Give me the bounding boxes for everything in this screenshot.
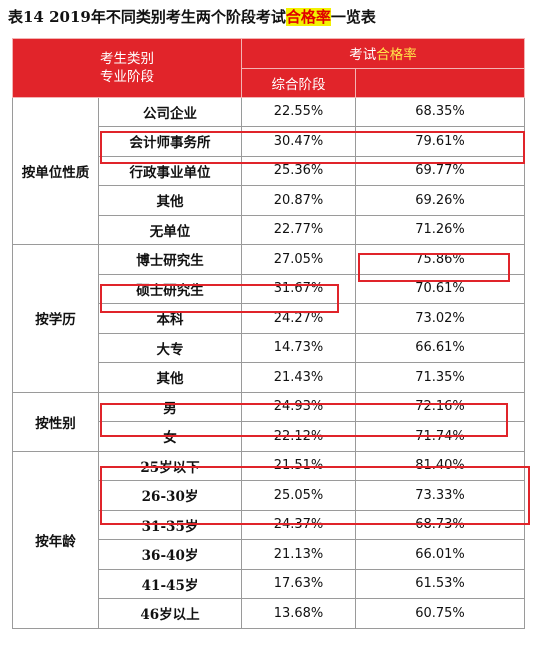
- comprehensive-rate: 14.73%: [241, 332, 356, 363]
- row-name: 行政事业单位: [98, 155, 242, 186]
- professional-rate: 66.01%: [355, 539, 525, 570]
- title-suffix: 一览表: [330, 8, 376, 26]
- group-category: 按单位性质: [12, 96, 99, 245]
- header-exam-highlight: 合格率: [376, 47, 417, 64]
- table-row: 行政事业单位 25.36% 69.77%: [13, 155, 525, 186]
- row-name: 46岁以上: [98, 598, 242, 629]
- professional-rate: 60.75%: [355, 598, 525, 629]
- table-row: 其他 20.87% 69.26%: [13, 185, 525, 216]
- professional-rate: 66.61%: [355, 332, 525, 363]
- comprehensive-rate: 22.55%: [241, 96, 356, 127]
- professional-rate: 61.53%: [355, 568, 525, 599]
- row-name: 博士研究生: [98, 244, 242, 275]
- comprehensive-rate: 22.77%: [241, 214, 356, 245]
- title-highlight: 合格率: [285, 8, 331, 26]
- table-row: 46岁以上 13.68% 60.75%: [13, 598, 525, 629]
- header-exam-prefix: 考试: [349, 47, 377, 64]
- group-category: 按学历: [12, 244, 99, 393]
- header-category-cell: 考生类别 专业阶段: [12, 38, 242, 98]
- group-category: 按年龄: [12, 450, 99, 629]
- header-exam-cell: 考试合格率: [241, 38, 525, 69]
- row-name: 36-40岁: [98, 539, 242, 570]
- table-row: 硕士研究生 31.67% 70.61%: [13, 273, 525, 304]
- table-row: 按学历 博士研究生 27.05% 75.86%: [12, 244, 525, 393]
- header-comprehensive: 综合阶段: [241, 67, 356, 98]
- comprehensive-rate: 24.37%: [241, 509, 356, 540]
- comprehensive-rate: 21.43%: [241, 362, 356, 393]
- group-category: 按性别: [12, 391, 99, 452]
- row-name: 26-30岁: [98, 480, 242, 511]
- table-row: 36-40岁 21.13% 66.01%: [13, 539, 525, 570]
- row-name: 31-35岁: [98, 509, 242, 540]
- row-name: 41-45岁: [98, 568, 242, 599]
- row-name: 硕士研究生: [98, 273, 242, 304]
- row-name: 其他: [98, 185, 242, 216]
- header-stage-label: 专业阶段: [100, 68, 154, 85]
- comprehensive-rate: 25.36%: [241, 155, 356, 186]
- comprehensive-rate: 27.05%: [241, 244, 356, 275]
- professional-rate: 71.26%: [355, 214, 525, 245]
- professional-rate: 73.02%: [355, 303, 525, 334]
- professional-rate: 68.35%: [355, 96, 525, 127]
- professional-rate: 69.77%: [355, 155, 525, 186]
- table-row: 按年龄 25岁以下 21.51% 81.40%: [12, 450, 525, 629]
- row-name: 公司企业: [98, 96, 242, 127]
- comprehensive-rate: 21.51%: [241, 450, 356, 481]
- table-row: 无单位 22.77% 71.26%: [13, 214, 525, 245]
- table-row: 其他 21.43% 71.35%: [13, 362, 525, 393]
- comprehensive-rate: 24.93%: [241, 391, 356, 422]
- header-category-label: 考生类别: [100, 50, 154, 67]
- professional-rate: 68.73%: [355, 509, 525, 540]
- comprehensive-rate: 25.05%: [241, 480, 356, 511]
- professional-rate: 71.35%: [355, 362, 525, 393]
- row-name: 女: [98, 421, 242, 452]
- professional-rate: 79.61%: [355, 126, 525, 157]
- header-row-2: 综合阶段: [13, 67, 525, 98]
- professional-rate: 69.26%: [355, 185, 525, 216]
- table-row: 26-30岁 25.05% 73.33%: [13, 480, 525, 511]
- professional-rate: 71.74%: [355, 421, 525, 452]
- row-name: 25岁以下: [98, 450, 242, 481]
- row-name: 其他: [98, 362, 242, 393]
- comprehensive-rate: 20.87%: [241, 185, 356, 216]
- row-name: 本科: [98, 303, 242, 334]
- comprehensive-rate: 17.63%: [241, 568, 356, 599]
- comprehensive-rate: 30.47%: [241, 126, 356, 157]
- comprehensive-rate: 31.67%: [241, 273, 356, 304]
- table-row: 41-45岁 17.63% 61.53%: [13, 568, 525, 599]
- title-prefix: 表14 2019年不同类别考生两个阶段考试: [8, 8, 286, 26]
- row-name: 会计师事务所: [98, 126, 242, 157]
- comprehensive-rate: 24.27%: [241, 303, 356, 334]
- header-professional: [355, 67, 525, 98]
- comprehensive-rate: 13.68%: [241, 598, 356, 629]
- table-row: 按单位性质 公司企业 22.55% 68.35%: [12, 96, 525, 245]
- table-body: 按单位性质 公司企业 22.55% 68.35% 会计师事务所 30.47% 79.61% 行…: [12, 96, 525, 629]
- header-row-1: 考生类别 专业阶段 考试合格率: [12, 38, 525, 98]
- row-name: 男: [98, 391, 242, 422]
- professional-rate: 70.61%: [355, 273, 525, 304]
- comprehensive-rate: 21.13%: [241, 539, 356, 570]
- table-row: 按性别男 24.93% 72.16%: [12, 391, 525, 452]
- pass-rate-table: 考生类别 专业阶段 考试合格率 综合阶段 按单位性质 公司企业 22.55% 68.3…: [12, 38, 525, 629]
- professional-rate: 81.40%: [355, 450, 525, 481]
- professional-rate: 73.33%: [355, 480, 525, 511]
- comprehensive-rate: 22.12%: [241, 421, 356, 452]
- professional-rate: 72.16%: [355, 391, 525, 422]
- row-name: 大专: [98, 332, 242, 363]
- table-row: 会计师事务所 30.47% 79.61%: [13, 126, 525, 157]
- table-title: 表14 2019年不同类别考生两个阶段考试合格率一览表: [8, 4, 376, 30]
- table-row: 大专 14.73% 66.61%: [13, 332, 525, 363]
- professional-rate: 75.86%: [355, 244, 525, 275]
- row-name: 无单位: [98, 214, 242, 245]
